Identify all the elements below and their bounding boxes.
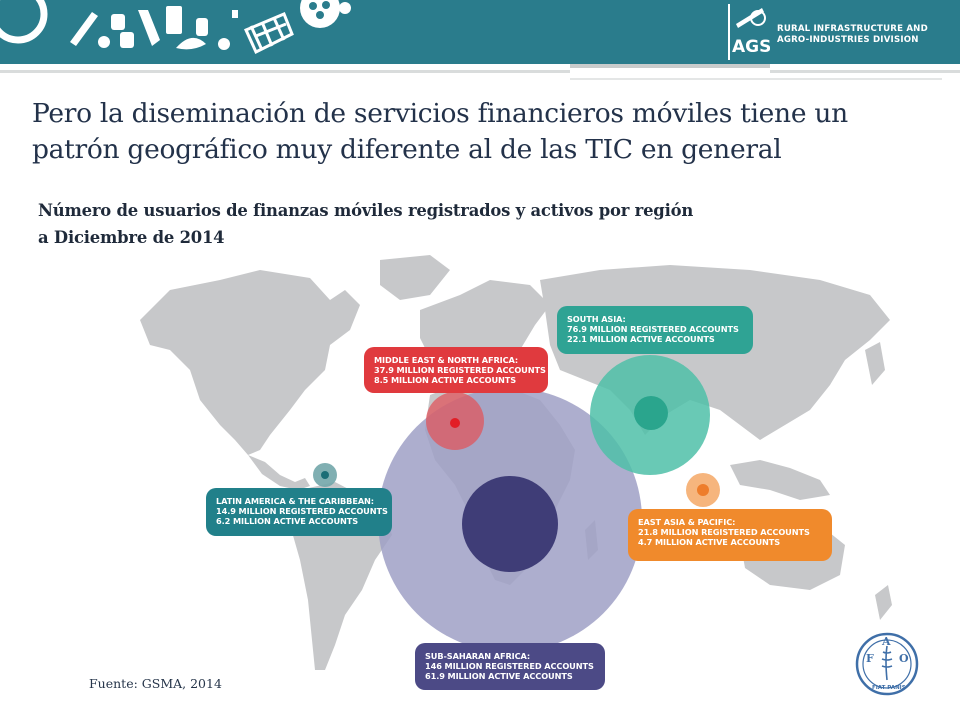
- bubble-latam: [313, 463, 337, 487]
- wheat-icon: [881, 645, 893, 681]
- division-line1: RURAL INFRASTRUCTURE AND: [777, 24, 928, 34]
- fao-letter-a: A: [881, 635, 891, 648]
- bubble-east-asia-active: [697, 484, 709, 496]
- japan: [865, 342, 885, 385]
- strip-line: [770, 70, 960, 73]
- page-title: Pero la diseminación de servicios financ…: [32, 96, 932, 168]
- bottle-icon: [70, 12, 110, 48]
- active-accounts: 4.7 MILLION ACTIVE ACCOUNTS: [638, 537, 781, 547]
- fish-icon: [176, 10, 238, 50]
- region-name: SOUTH ASIA:: [567, 314, 626, 324]
- region-name: SUB-SAHARAN AFRICA:: [425, 651, 531, 661]
- region-name: LATIN AMERICA & THE CARIBBEAN:: [216, 496, 374, 506]
- bubble-east-asia: [686, 473, 720, 507]
- can-icon: [138, 6, 182, 46]
- registered-accounts: 14.9 MILLION REGISTERED ACCOUNTS: [216, 506, 388, 516]
- bubble-latam-active: [321, 471, 329, 479]
- title-line1: Pero la diseminación de servicios financ…: [32, 98, 848, 129]
- reel-icon: [300, 0, 351, 28]
- subtitle-line1: Número de usuarios de finanzas móviles r…: [38, 201, 694, 220]
- bubble-ssa: [378, 388, 642, 652]
- strip-line: [570, 78, 942, 80]
- greenland: [380, 255, 450, 300]
- bubble-mena: [426, 392, 484, 450]
- region-name: EAST ASIA & PACIFIC:: [638, 517, 736, 527]
- active-accounts: 61.9 MILLION ACTIVE ACCOUNTS: [425, 671, 573, 681]
- se-asia-islands: [730, 460, 830, 500]
- uk: [420, 308, 434, 332]
- registered-accounts: 146 MILLION REGISTERED ACCOUNTS: [425, 661, 594, 671]
- world-map: [140, 255, 892, 670]
- ags-logo: AGS: [728, 4, 770, 60]
- header-strip: [0, 64, 960, 80]
- strip-line: [570, 64, 770, 68]
- central-america: [248, 455, 310, 490]
- title-line2: patrón geográfico muy diferente al de la…: [32, 134, 782, 165]
- strip-line: [0, 70, 570, 73]
- callout-latam: LATIN AMERICA & THE CARIBBEAN: 14.9 MILL…: [206, 488, 392, 536]
- bubble-mena-active: [450, 418, 460, 428]
- food-icons-banner: [0, 0, 351, 55]
- bubble-ssa-active: [462, 476, 558, 572]
- registered-accounts: 37.9 MILLION REGISTERED ACCOUNTS: [374, 365, 546, 375]
- fao-letter-o: O: [899, 652, 909, 665]
- gear-icon: [0, 0, 48, 44]
- map-subtitle: Número de usuarios de finanzas móviles r…: [38, 197, 948, 251]
- bubble-south-asia: [590, 355, 710, 475]
- active-accounts: 22.1 MILLION ACTIVE ACCOUNTS: [567, 334, 715, 344]
- registered-accounts: 21.8 MILLION REGISTERED ACCOUNTS: [638, 527, 810, 537]
- division-line2: AGRO-INDUSTRIES DIVISION: [777, 35, 919, 45]
- registered-accounts: 76.9 MILLION REGISTERED ACCOUNTS: [567, 324, 739, 334]
- callout-east-asia: EAST ASIA & PACIFIC: 21.8 MILLION REGIST…: [628, 509, 832, 561]
- source-note: Fuente: GSMA, 2014: [89, 676, 222, 691]
- fao-logo: F A O FIAT PANIS: [855, 632, 919, 696]
- division-name: RURAL INFRASTRUCTURE AND AGRO-INDUSTRIES…: [777, 24, 928, 46]
- callout-mena: MIDDLE EAST & NORTH AFRICA: 37.9 MILLION…: [364, 347, 548, 393]
- region-name: MIDDLE EAST & NORTH AFRICA:: [374, 355, 519, 365]
- header-band: AGS RURAL INFRASTRUCTURE AND AGRO-INDUST…: [0, 0, 960, 64]
- ags-logo-text: AGS: [732, 37, 770, 57]
- subtitle-line2: a Diciembre de 2014: [38, 228, 225, 247]
- bubble-south-asia-active: [634, 396, 668, 430]
- bread-icon: [111, 14, 134, 48]
- fao-letter-f: F: [866, 652, 874, 665]
- callout-ssa: SUB-SAHARAN AFRICA: 146 MILLION REGISTER…: [415, 643, 605, 690]
- new-zealand: [875, 585, 892, 620]
- callout-south-asia: SOUTH ASIA: 76.9 MILLION REGISTERED ACCO…: [557, 306, 753, 354]
- basket-icon: [243, 12, 294, 55]
- north-america: [140, 270, 360, 455]
- active-accounts: 6.2 MILLION ACTIVE ACCOUNTS: [216, 516, 359, 526]
- active-accounts: 8.5 MILLION ACTIVE ACCOUNTS: [374, 375, 517, 385]
- fao-motto: FIAT PANIS: [872, 685, 906, 691]
